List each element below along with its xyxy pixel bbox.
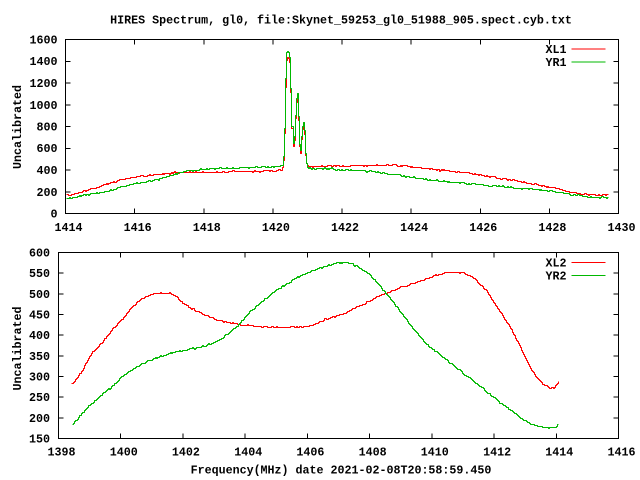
svg-text:1600: 1600 bbox=[30, 34, 58, 48]
svg-text:1406: 1406 bbox=[296, 445, 324, 459]
svg-text:600: 600 bbox=[29, 247, 50, 261]
svg-text:600: 600 bbox=[37, 142, 58, 156]
svg-text:400: 400 bbox=[37, 164, 58, 178]
svg-text:500: 500 bbox=[29, 288, 50, 302]
svg-text:350: 350 bbox=[29, 350, 50, 364]
svg-text:1414: 1414 bbox=[55, 221, 83, 235]
svg-text:1402: 1402 bbox=[172, 445, 200, 459]
svg-text:550: 550 bbox=[29, 267, 50, 281]
svg-text:Uncalibrated: Uncalibrated bbox=[11, 85, 25, 169]
svg-text:800: 800 bbox=[37, 121, 58, 135]
svg-text:1400: 1400 bbox=[110, 445, 138, 459]
svg-text:1426: 1426 bbox=[469, 221, 497, 235]
svg-text:200: 200 bbox=[29, 412, 50, 426]
svg-text:1408: 1408 bbox=[359, 445, 387, 459]
svg-text:1398: 1398 bbox=[48, 445, 76, 459]
svg-text:1412: 1412 bbox=[483, 445, 511, 459]
svg-text:1424: 1424 bbox=[400, 221, 428, 235]
svg-text:1414: 1414 bbox=[545, 445, 573, 459]
svg-text:1410: 1410 bbox=[421, 445, 449, 459]
svg-text:300: 300 bbox=[29, 371, 50, 385]
svg-text:0: 0 bbox=[51, 208, 58, 222]
svg-text:150: 150 bbox=[29, 433, 50, 447]
svg-text:1420: 1420 bbox=[262, 221, 290, 235]
svg-text:XL1: XL1 bbox=[546, 43, 567, 57]
svg-text:YR2: YR2 bbox=[546, 269, 567, 283]
svg-text:XL2: XL2 bbox=[546, 256, 567, 270]
svg-text:1418: 1418 bbox=[193, 221, 221, 235]
svg-text:450: 450 bbox=[29, 309, 50, 323]
svg-text:1404: 1404 bbox=[234, 445, 262, 459]
svg-text:1200: 1200 bbox=[30, 77, 58, 91]
svg-text:1416: 1416 bbox=[608, 445, 636, 459]
svg-text:1000: 1000 bbox=[30, 99, 58, 113]
svg-text:YR1: YR1 bbox=[546, 56, 567, 70]
svg-text:1430: 1430 bbox=[608, 221, 636, 235]
svg-text:1400: 1400 bbox=[30, 55, 58, 69]
svg-text:250: 250 bbox=[29, 391, 50, 405]
svg-text:200: 200 bbox=[37, 186, 58, 200]
svg-text:Uncalibrated: Uncalibrated bbox=[11, 307, 25, 391]
svg-text:1428: 1428 bbox=[538, 221, 566, 235]
svg-text:1422: 1422 bbox=[331, 221, 359, 235]
svg-text:1416: 1416 bbox=[124, 221, 152, 235]
svg-text:400: 400 bbox=[29, 329, 50, 343]
svg-text:HIRES Spectrum, gl0, file:Skyn: HIRES Spectrum, gl0, file:Skynet_59253_g… bbox=[110, 14, 572, 28]
svg-text:Frequency(MHz) date 2021-02-08: Frequency(MHz) date 2021-02-08T20:58:59.… bbox=[191, 464, 492, 478]
